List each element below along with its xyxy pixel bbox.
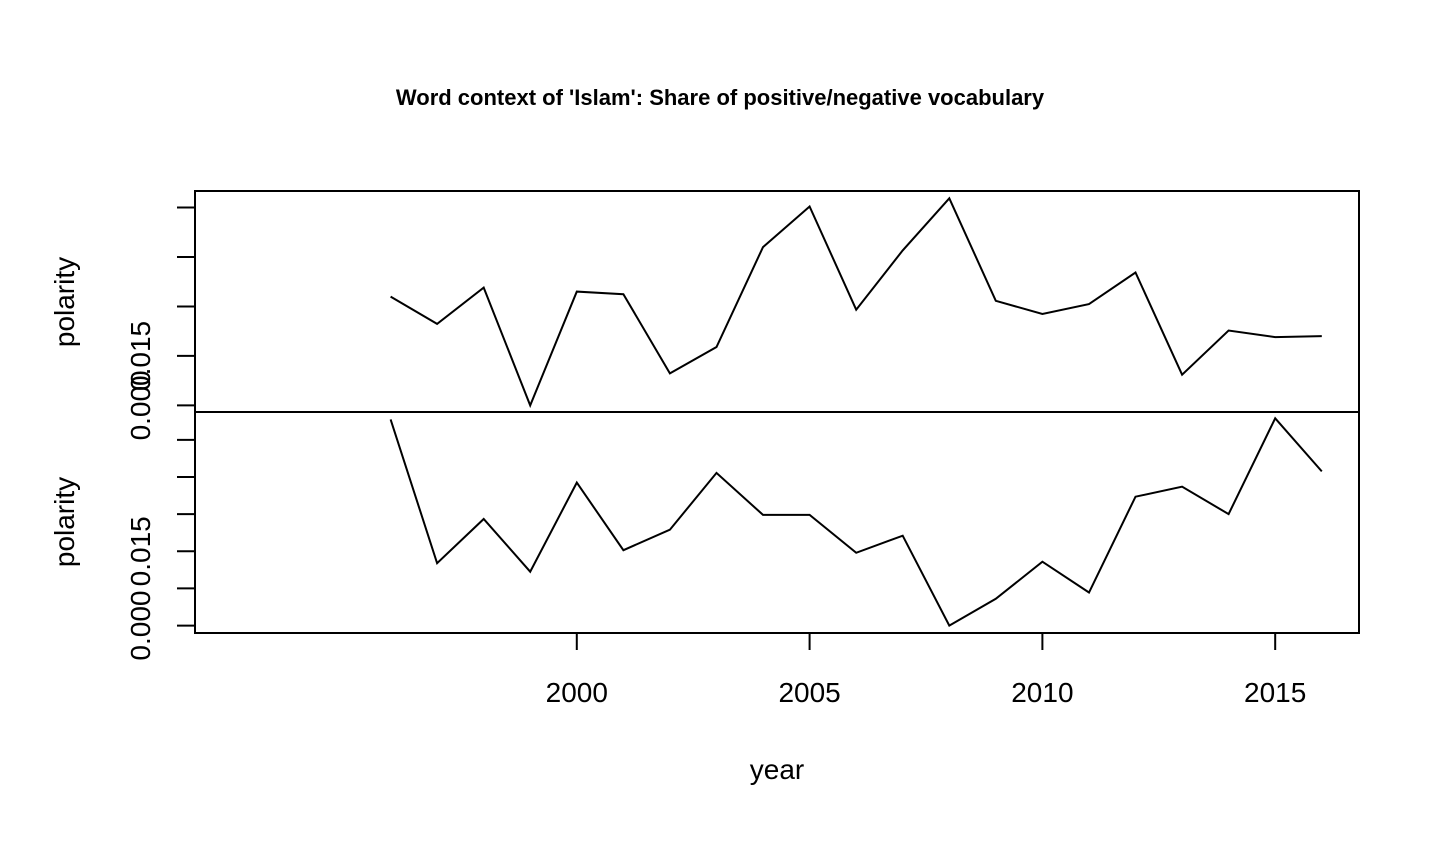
- bottom-panel-frame: [194, 411, 1360, 634]
- bottom-series-line: [389, 416, 1323, 627]
- x-tick-label: 2000: [546, 677, 608, 708]
- bottom-y-tick-label: 0.015: [125, 516, 156, 586]
- x-axis-label: year: [750, 754, 804, 785]
- top-series-line: [390, 196, 1322, 409]
- x-tick-label: 2010: [1011, 677, 1073, 708]
- top-y-axis-label: polarity: [49, 257, 80, 347]
- top-y-tick-label: 0.015: [125, 321, 156, 391]
- bottom-y-tick-label: 0.000: [125, 591, 156, 661]
- bottom-y-axis: 0.000 0.015: [125, 438, 195, 661]
- bottom-panel: 0.000 0.015 polarity: [49, 411, 1360, 661]
- chart-title: Word context of 'Islam': Share of positi…: [396, 85, 1045, 110]
- bottom-y-axis-label: polarity: [49, 477, 80, 567]
- x-tick-label: 2005: [778, 677, 840, 708]
- x-axis: 2000 2005 2010 2015: [546, 633, 1306, 708]
- top-y-tick-label: 0.000: [125, 370, 156, 440]
- x-tick-label: 2015: [1244, 677, 1306, 708]
- top-panel-frame: [194, 190, 1360, 413]
